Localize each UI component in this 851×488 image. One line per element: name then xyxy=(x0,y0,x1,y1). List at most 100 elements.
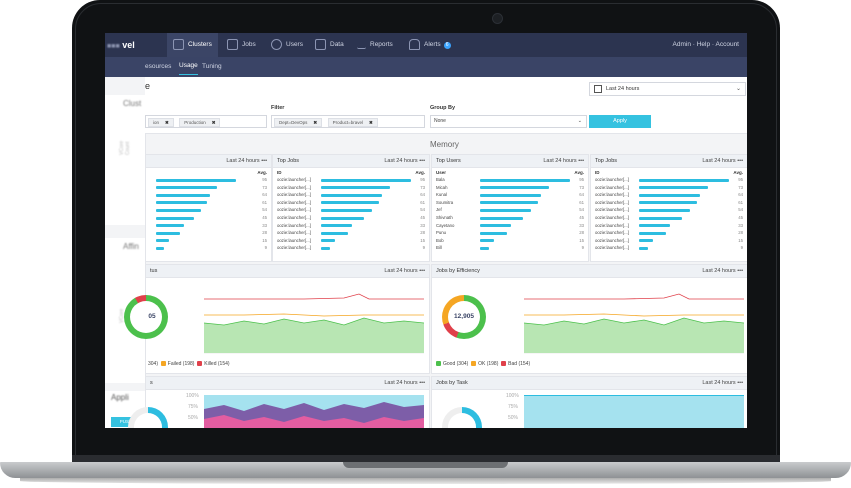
more-icon[interactable]: ••• xyxy=(737,268,743,274)
check-icon[interactable] xyxy=(501,361,507,367)
row-label[interactable]: Soumitra xyxy=(436,199,454,205)
row-value: 73 xyxy=(420,184,425,190)
nav-item-users[interactable]: Users xyxy=(271,33,303,57)
value-bar xyxy=(480,193,541,197)
y-tick: 75% xyxy=(188,404,199,410)
row-label[interactable]: Micah xyxy=(436,184,448,190)
check-icon[interactable] xyxy=(160,361,166,367)
nav-item-alerts[interactable]: Alerts 6 xyxy=(409,33,451,57)
more-icon[interactable]: ••• xyxy=(419,158,425,164)
row-label[interactable]: Kunal xyxy=(436,192,447,198)
card-header: s Last 24 hours ••• xyxy=(146,377,429,390)
row-label[interactable]: oozie:launcher[...] xyxy=(277,184,311,190)
status-donut: 05 xyxy=(124,295,168,339)
apply-button[interactable]: Apply xyxy=(589,115,651,128)
value-bar xyxy=(156,239,169,243)
value-bar xyxy=(480,231,507,235)
row-label[interactable]: oozie:launcher[...] xyxy=(277,245,311,251)
account-links[interactable]: Admin · Help · Account xyxy=(672,41,739,48)
row-label[interactable]: oozie:launcher[...] xyxy=(277,215,311,220)
value-bar xyxy=(156,224,184,228)
brand-logo[interactable]: ■■■ vel xyxy=(107,40,135,50)
more-icon[interactable]: ••• xyxy=(419,268,425,274)
date-range-select[interactable]: Last 24 hours ⌄ xyxy=(589,82,746,96)
row-label[interactable]: oozie:launcher[...] xyxy=(277,199,311,205)
row-label[interactable]: oozie:launcher[...] xyxy=(277,222,311,228)
row-value: 33 xyxy=(579,222,584,228)
row-label[interactable]: oozie:launcher[...] xyxy=(277,237,311,243)
more-icon[interactable]: ••• xyxy=(261,158,267,164)
row-label[interactable]: Punu xyxy=(436,230,447,236)
row-value: 95 xyxy=(579,177,584,182)
side-push-button[interactable]: PUSH xyxy=(111,417,141,427)
card-header: Top Jobs Last 24 hours ••• xyxy=(273,155,429,168)
card-apps: s Last 24 hours ••• 100% 75% 50% xyxy=(128,376,430,428)
subnav-usage[interactable]: Usage xyxy=(179,57,198,75)
cluster-filter-input[interactable]: ion ✖ Production ✖ xyxy=(145,115,267,128)
app-screen: ■■■ vel Clusters Jobs Users Data Reports… xyxy=(105,33,747,428)
subnav-resources[interactable]: esources xyxy=(145,63,172,70)
card-top-jobs: Top Jobs Last 24 hours ••• ID Avg. oozie:… xyxy=(272,154,430,262)
more-icon[interactable]: ••• xyxy=(419,380,425,386)
row-label[interactable]: oozie:launcher[...] xyxy=(595,245,629,251)
check-icon[interactable] xyxy=(436,361,441,367)
top-nav: ■■■ vel Clusters Jobs Users Data Reports… xyxy=(105,33,747,57)
row-label[interactable]: oozie:launcher[...] xyxy=(595,184,629,190)
nav-item-jobs[interactable]: Jobs xyxy=(227,33,256,57)
filter-chip[interactable]: ion ✖ xyxy=(148,117,174,127)
card-jobs-efficiency: Jobs by Efficiency Last 24 hours ••• 12,9… xyxy=(431,264,747,374)
value-bar xyxy=(321,216,364,220)
row-value: 45 xyxy=(262,215,267,220)
row-value: 28 xyxy=(579,230,584,236)
filter-chip[interactable]: Product=bravel ✖ xyxy=(327,117,378,127)
value-bar xyxy=(321,246,330,250)
y-tick: 75% xyxy=(508,404,519,410)
filter-input[interactable]: Dept=DevOps ✖ Product=bravel ✖ xyxy=(271,115,425,128)
row-label[interactable]: Bill xyxy=(436,245,442,251)
value-bar xyxy=(321,178,411,182)
row-label[interactable]: Jef xyxy=(436,207,442,213)
nav-item-reports[interactable]: Reports xyxy=(357,33,393,57)
close-icon: ✖ xyxy=(368,119,373,125)
row-value: 73 xyxy=(738,184,743,190)
subnav-tuning[interactable]: Tuning xyxy=(202,63,222,70)
row-label[interactable]: oozie:launcher[...] xyxy=(277,192,311,198)
row-label[interactable]: oozie:launcher[...] xyxy=(595,192,629,198)
row-label[interactable]: oozie:launcher[...] xyxy=(277,207,311,213)
row-label[interactable]: oozie:launcher[...] xyxy=(595,177,629,182)
value-bar xyxy=(480,216,523,220)
row-label[interactable]: oozie:launcher[...] xyxy=(595,215,629,220)
nav-item-data[interactable]: Data xyxy=(315,33,344,57)
row-label[interactable]: oozie:launcher[...] xyxy=(595,207,629,213)
nav-item-clusters[interactable]: Clusters xyxy=(167,33,218,57)
row-label[interactable]: oozie:launcher[...] xyxy=(595,230,629,236)
value-bar xyxy=(639,178,729,182)
more-icon[interactable]: ••• xyxy=(578,158,584,164)
row-value: 9 xyxy=(740,245,743,251)
row-label[interactable]: Cayetano xyxy=(436,222,455,228)
row-label[interactable]: oozie:launcher[...] xyxy=(595,222,629,228)
row-label[interactable]: Shivnath xyxy=(436,215,453,220)
row-label[interactable]: Bala xyxy=(436,177,445,182)
row-label[interactable]: Bob xyxy=(436,237,444,243)
row-label[interactable]: oozie:launcher[...] xyxy=(595,199,629,205)
filter-chip[interactable]: Production ✖ xyxy=(179,117,221,127)
row-label[interactable]: oozie:launcher[...] xyxy=(277,177,311,182)
check-icon[interactable] xyxy=(471,361,477,367)
row-label[interactable]: oozie:launcher[...] xyxy=(595,237,629,243)
group-by-select[interactable]: None ⌄ xyxy=(430,115,587,128)
laptop-notch xyxy=(343,462,508,468)
efficiency-area-chart xyxy=(524,293,744,354)
row-value: 95 xyxy=(420,177,425,182)
filter-chip[interactable]: Dept=DevOps ✖ xyxy=(274,117,323,127)
col-avg: Avg. xyxy=(257,170,267,175)
value-bar xyxy=(639,186,709,190)
more-icon[interactable]: ••• xyxy=(737,380,743,386)
status-area-chart xyxy=(204,293,424,354)
value-bar xyxy=(480,201,538,205)
more-icon[interactable]: ••• xyxy=(737,158,743,164)
row-label[interactable]: oozie:launcher[...] xyxy=(277,230,311,236)
value-bar xyxy=(156,193,210,197)
value-bar xyxy=(480,186,550,190)
check-icon[interactable] xyxy=(197,361,203,367)
